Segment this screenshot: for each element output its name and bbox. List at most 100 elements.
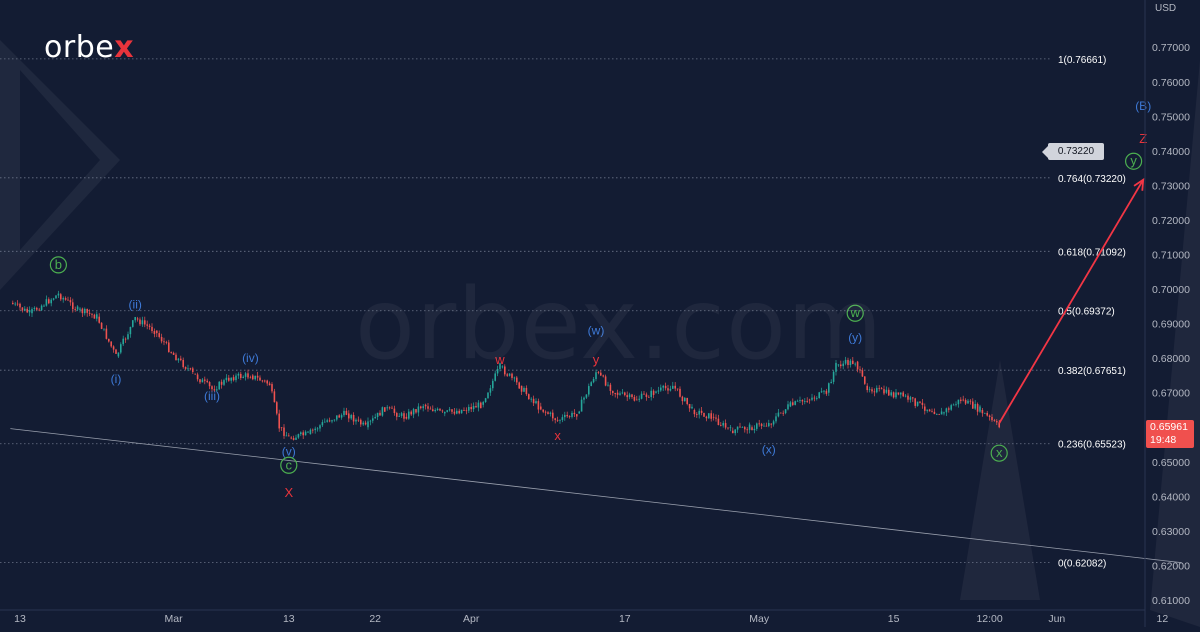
candle-body [832,371,835,382]
candle-body [50,299,52,304]
candle-body [458,410,460,414]
candle-body [873,391,876,393]
candle-body [909,397,912,400]
candle-body [962,399,964,401]
candle-body [408,411,410,419]
wave-label: (B) [1135,99,1151,113]
candle-body [19,303,21,308]
x-tick-label: 15 [888,613,900,625]
candle-body [736,426,739,430]
candle-body [760,423,763,426]
wave-label: w [850,305,861,320]
candle-body [645,394,648,397]
candle-body [256,375,259,378]
candle-body [691,406,693,409]
candle-body [84,308,86,314]
candle-body [842,363,844,367]
target-price-badge[interactable]: 0.73220 [1042,143,1104,160]
wave-label: (ii) [129,298,142,312]
candle-body [417,406,420,413]
candle-body [196,374,199,380]
candle-body [948,408,950,410]
candle-body [633,396,636,401]
candle-body [388,407,391,409]
candle-body [945,408,948,413]
candle-body [568,416,571,418]
candle-body [895,392,897,398]
wave-label: (iv) [242,351,259,365]
candle-body [811,397,813,400]
candle-body [902,392,904,397]
candle-body [40,305,43,311]
candle-body [206,380,208,383]
candle-body [345,410,348,415]
candle-body [888,389,890,396]
candle-body [410,411,412,415]
y-tick-label: 0.72000 [1152,215,1190,227]
candle-body [854,363,856,365]
candle-body [254,375,256,380]
candle-body [861,370,864,377]
projection-arrow-line [998,179,1144,424]
candle-body [686,397,688,404]
candle-body [38,309,40,311]
candle-body [520,385,523,392]
candle-body [530,398,532,400]
candle-body [789,402,792,407]
candle-body [662,385,664,388]
candle-body [175,354,177,361]
x-tick-label: Mar [165,613,184,625]
candle-body [679,388,681,397]
candle-body [482,402,484,405]
candle-body [328,420,331,422]
x-tick-label: 17 [619,613,631,625]
candle-body [460,409,463,414]
candle-body [931,411,933,413]
wave-label-circle [846,304,864,322]
candle-body [79,308,81,310]
candle-body [984,412,986,414]
candle-body [794,401,796,405]
x-tick-label: 22 [369,613,381,625]
fib-label: 0.382(0.67651) [1058,366,1126,377]
wave-label: y [1130,153,1137,168]
y-tick-label: 0.65000 [1152,457,1190,469]
candle-body [734,429,736,434]
candle-body [271,384,273,392]
candle-body [753,428,756,431]
wave-label: (iii) [204,389,220,403]
candle-body [537,401,540,410]
candle-body [544,411,547,413]
candle-body [252,375,254,380]
y-tick-label: 0.73000 [1152,180,1190,192]
candle-body [924,406,926,411]
current-price-badge[interactable]: 0.65961 19:48 [1146,420,1194,448]
candle-body [393,408,396,414]
candle-body [585,394,588,398]
candle-body [943,412,945,414]
candle-body [74,309,76,310]
candle-body [667,388,669,391]
candle-body [124,338,127,340]
candle-body [868,389,871,391]
candle-body [624,392,626,396]
candle-body [158,333,160,337]
candle-body [45,299,48,306]
candle-body [511,373,513,378]
wave-label: (x) [762,443,776,457]
candle-body [696,414,698,415]
candle-body [477,402,480,408]
candle-body [64,298,67,300]
candle-body [355,419,357,422]
candle-body [571,412,573,417]
fib-label: 1(0.76661) [1058,55,1106,66]
candle-body [120,344,122,353]
candle-body [403,413,405,419]
candle-body [122,338,124,345]
candle-body [88,312,91,314]
candle-body [223,380,225,385]
candle-body [249,377,252,379]
candle-body [700,410,703,413]
